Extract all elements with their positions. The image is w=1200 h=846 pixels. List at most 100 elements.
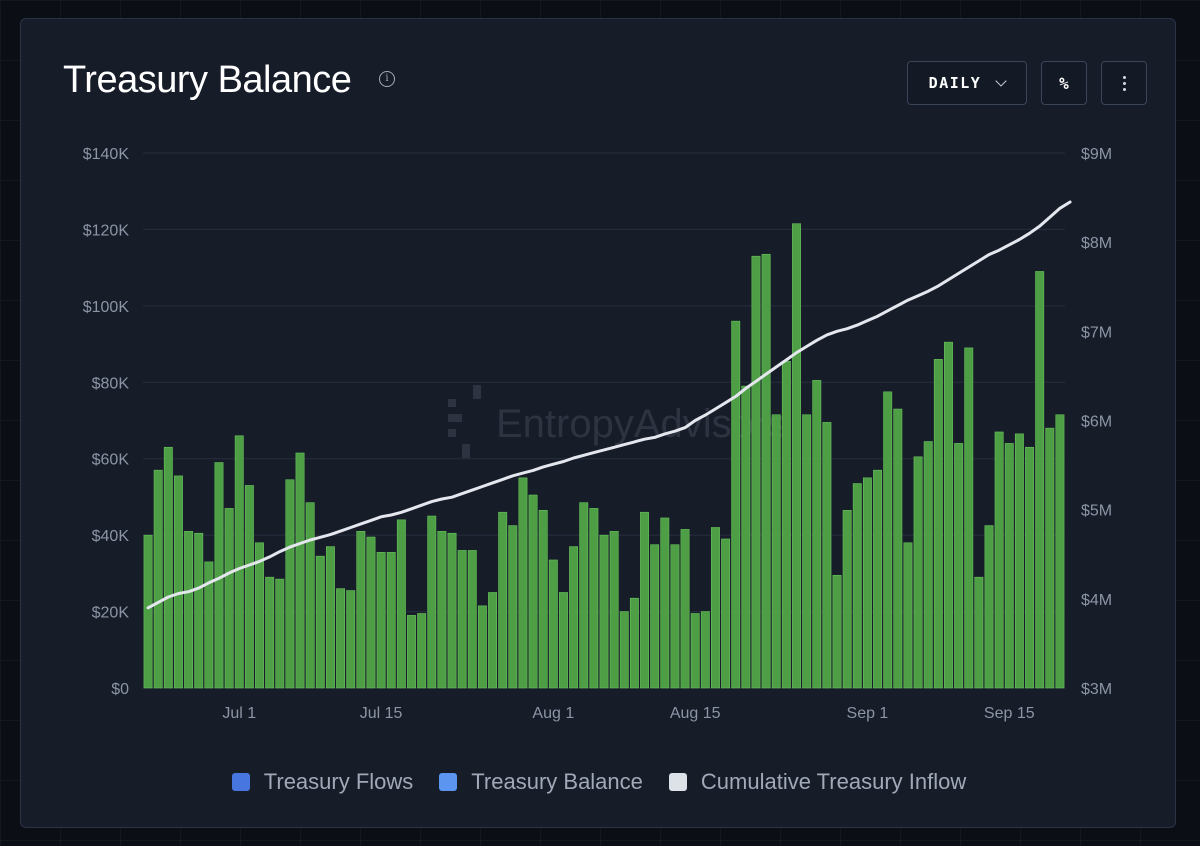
bar: [944, 341, 953, 689]
legend-label: Cumulative Treasury Inflow: [700, 769, 967, 794]
bar: [792, 223, 801, 689]
percent-toggle-label: %: [1059, 73, 1069, 93]
bar: [518, 477, 528, 689]
bar: [650, 544, 660, 689]
bar: [954, 443, 964, 689]
bar: [1014, 433, 1024, 689]
bar: [903, 542, 913, 689]
x-tick-label: Sep 15: [984, 705, 1035, 722]
bar: [417, 613, 427, 689]
bar: [660, 517, 670, 689]
bar: [305, 502, 315, 689]
legend-label: Treasury Flows: [263, 769, 414, 794]
bar: [244, 485, 254, 689]
bar: [396, 519, 406, 689]
y-tick-label-right: $9M: [1081, 146, 1112, 163]
bar: [559, 592, 568, 689]
page-title: Treasury Balance: [63, 59, 352, 101]
bar: [224, 508, 234, 689]
y-axis-right: $3M $4M $5M $6M $7M $8M $9M: [1081, 146, 1112, 698]
y-axis-left: $0 $20K $40K $60K $80K $100K $120K $140K: [83, 146, 130, 698]
bar: [771, 414, 781, 689]
more-vertical-icon: [1122, 75, 1126, 79]
bar: [163, 446, 173, 689]
y-tick-label-right: $5M: [1081, 503, 1112, 520]
bar: [873, 469, 883, 689]
bar: [285, 479, 295, 689]
bar: [629, 597, 639, 689]
bar: [386, 552, 396, 689]
bar: [710, 527, 720, 689]
info-icon[interactable]: i: [379, 71, 395, 87]
x-tick-label: Jul 1: [222, 705, 256, 722]
legend: Treasury Flows Treasury Balance Cumulati…: [21, 769, 1177, 795]
x-tick-label: Aug 15: [670, 705, 721, 722]
bar: [721, 538, 731, 689]
bar: [538, 510, 548, 689]
legend-item-treasury-flows[interactable]: Treasury Flows: [231, 769, 414, 795]
bar: [822, 422, 832, 689]
bar: [589, 508, 599, 689]
percent-toggle-button[interactable]: %: [1041, 61, 1087, 105]
bar: [488, 592, 498, 689]
bar: [984, 525, 994, 689]
bar: [498, 511, 508, 689]
bar: [964, 347, 974, 689]
bar: [680, 529, 690, 689]
bar: [457, 550, 467, 689]
bar: [609, 531, 619, 689]
bar: [376, 552, 386, 689]
bar: [812, 380, 822, 689]
y-tick-label-right: $3M: [1081, 681, 1112, 698]
y-tick-label-left: $20K: [92, 605, 130, 622]
more-options-button[interactable]: [1101, 61, 1147, 105]
bar: [852, 483, 862, 689]
bar: [599, 534, 609, 689]
bar: [893, 408, 903, 689]
bar: [548, 559, 558, 689]
legend-item-cumulative-treasury-inflow[interactable]: Cumulative Treasury Inflow: [668, 769, 967, 795]
line-series: [146, 200, 1072, 610]
legend-item-treasury-balance[interactable]: Treasury Balance: [439, 769, 643, 795]
bar: [407, 615, 416, 689]
bar: [933, 359, 943, 689]
x-axis: Jul 1 Jul 15 Aug 1 Aug 15 Sep 1 Sep 15: [222, 705, 1034, 722]
bar: [670, 544, 680, 689]
bar: [437, 531, 447, 689]
legend-swatch: [231, 773, 250, 791]
bar: [295, 452, 305, 689]
bar: [1055, 414, 1065, 689]
bar: [974, 576, 984, 689]
bar: [447, 532, 457, 689]
bar: [346, 590, 356, 689]
y-tick-label-left: $0: [111, 681, 129, 698]
bar: [265, 576, 275, 689]
bar: [913, 456, 923, 689]
bar: [751, 255, 761, 689]
more-vertical-icon-dot: [1122, 87, 1126, 91]
legend-swatch: [439, 773, 458, 791]
bar: [153, 469, 163, 689]
bar: [1025, 446, 1034, 689]
x-tick-label: Sep 1: [847, 705, 889, 722]
bar: [802, 414, 812, 689]
bar: [234, 435, 244, 689]
bar: [336, 588, 346, 689]
x-tick-label: Jul 15: [360, 705, 403, 722]
legend-label: Treasury Balance: [471, 769, 643, 794]
bar: [356, 531, 366, 689]
bar: [194, 532, 204, 689]
bar: [700, 611, 710, 689]
y-tick-label-right: $6M: [1081, 414, 1112, 431]
chart-card: Treasury Balance i DAILY % EntropyAdviso…: [20, 18, 1176, 828]
period-dropdown-label: DAILY: [928, 74, 982, 92]
bar: [761, 253, 771, 689]
bar: [640, 511, 649, 689]
bar: [467, 550, 477, 689]
period-dropdown[interactable]: DAILY: [907, 61, 1027, 105]
bar: [508, 525, 518, 689]
y-tick-label-right: $8M: [1081, 235, 1112, 252]
bar: [528, 494, 538, 689]
watermark-logo-icon: [448, 385, 481, 458]
bar: [477, 605, 487, 689]
